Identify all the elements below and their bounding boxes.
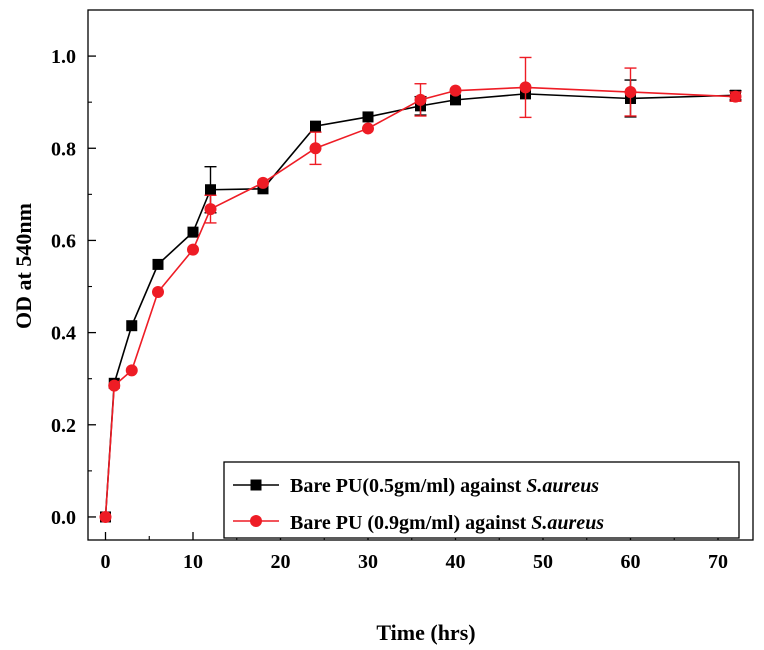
series-1-point-8	[362, 122, 374, 135]
x-tick-label-7: 70	[708, 551, 728, 573]
legend-entry-1: Bare PU (0.9gm/ml) against S.aureus	[233, 512, 604, 534]
series-1-point-10	[449, 84, 462, 97]
x-tick-label-2: 20	[271, 551, 291, 573]
y-tick-label-2: 0.4	[51, 323, 76, 345]
legend-entry-0: Bare PU(0.5gm/ml) against S.aureus	[233, 475, 599, 497]
series-1-point-0	[99, 510, 112, 523]
legend-marker-1	[250, 515, 262, 527]
series-1-point-1	[108, 379, 121, 392]
x-tick-label-0: 0	[101, 551, 111, 573]
y-axis-title: OD at 540nm	[11, 203, 36, 329]
x-tick-label-5: 50	[533, 551, 553, 573]
x-tick-label-1: 10	[183, 551, 203, 573]
series-1-point-13	[729, 90, 742, 103]
x-tick-label-4: 40	[446, 551, 466, 573]
series-0-line	[104, 93, 736, 518]
series-0	[100, 79, 742, 523]
plot-frame	[87, 9, 754, 541]
series-1-point-7	[309, 142, 322, 155]
series-1-point-4	[187, 243, 199, 256]
series-0-point-2	[126, 320, 138, 332]
y-tick-label-5: 1.0	[51, 46, 76, 68]
series-0-point-3	[152, 258, 164, 270]
x-tick-label-3: 30	[358, 551, 378, 573]
legend-label-0-prefix: Bare PU(0.5gm/ml) against	[290, 475, 526, 497]
legend-label-0-organism: S.aureus	[526, 475, 599, 497]
legend-label-0: Bare PU(0.5gm/ml) against S.aureus	[290, 475, 599, 497]
legend: Bare PU(0.5gm/ml) against S.aureus Bare …	[223, 461, 740, 539]
x-axis-title: Time (hrs)	[376, 620, 475, 645]
legend-label-1-prefix: Bare PU (0.9gm/ml) against	[290, 512, 531, 534]
y-tick-label-0: 0.0	[51, 507, 76, 529]
legend-label-1-organism: S.aureus	[531, 512, 604, 534]
series-1-point-3	[152, 286, 164, 299]
legend-marker-0	[250, 479, 262, 491]
legend-box	[223, 461, 740, 539]
series-1-point-5	[204, 203, 217, 216]
series-0-point-5	[205, 184, 216, 196]
y-tick-label-4: 0.8	[51, 138, 76, 160]
series-0-point-4	[187, 226, 199, 238]
series-0-point-7	[310, 120, 321, 132]
x-tick-label-6: 60	[621, 551, 641, 573]
series-1	[99, 56, 742, 523]
series-1-point-9	[414, 93, 427, 106]
series-layer	[99, 56, 742, 523]
y-axis: 0.0 0.2 0.4 0.6 0.8 1.0	[51, 46, 96, 529]
series-0-point-8	[362, 111, 374, 123]
y-tick-label-3: 0.6	[51, 230, 76, 252]
plot-border	[87, 9, 754, 541]
series-1-point-2	[125, 364, 138, 377]
series-1-line	[104, 86, 736, 518]
series-0-point-10	[450, 94, 461, 106]
series-1-point-6	[257, 176, 269, 189]
series-1-point-11	[519, 81, 532, 94]
series-1-point-12	[624, 86, 637, 99]
y-tick-label-1: 0.2	[51, 415, 76, 437]
legend-label-1: Bare PU (0.9gm/ml) against S.aureus	[290, 512, 604, 534]
